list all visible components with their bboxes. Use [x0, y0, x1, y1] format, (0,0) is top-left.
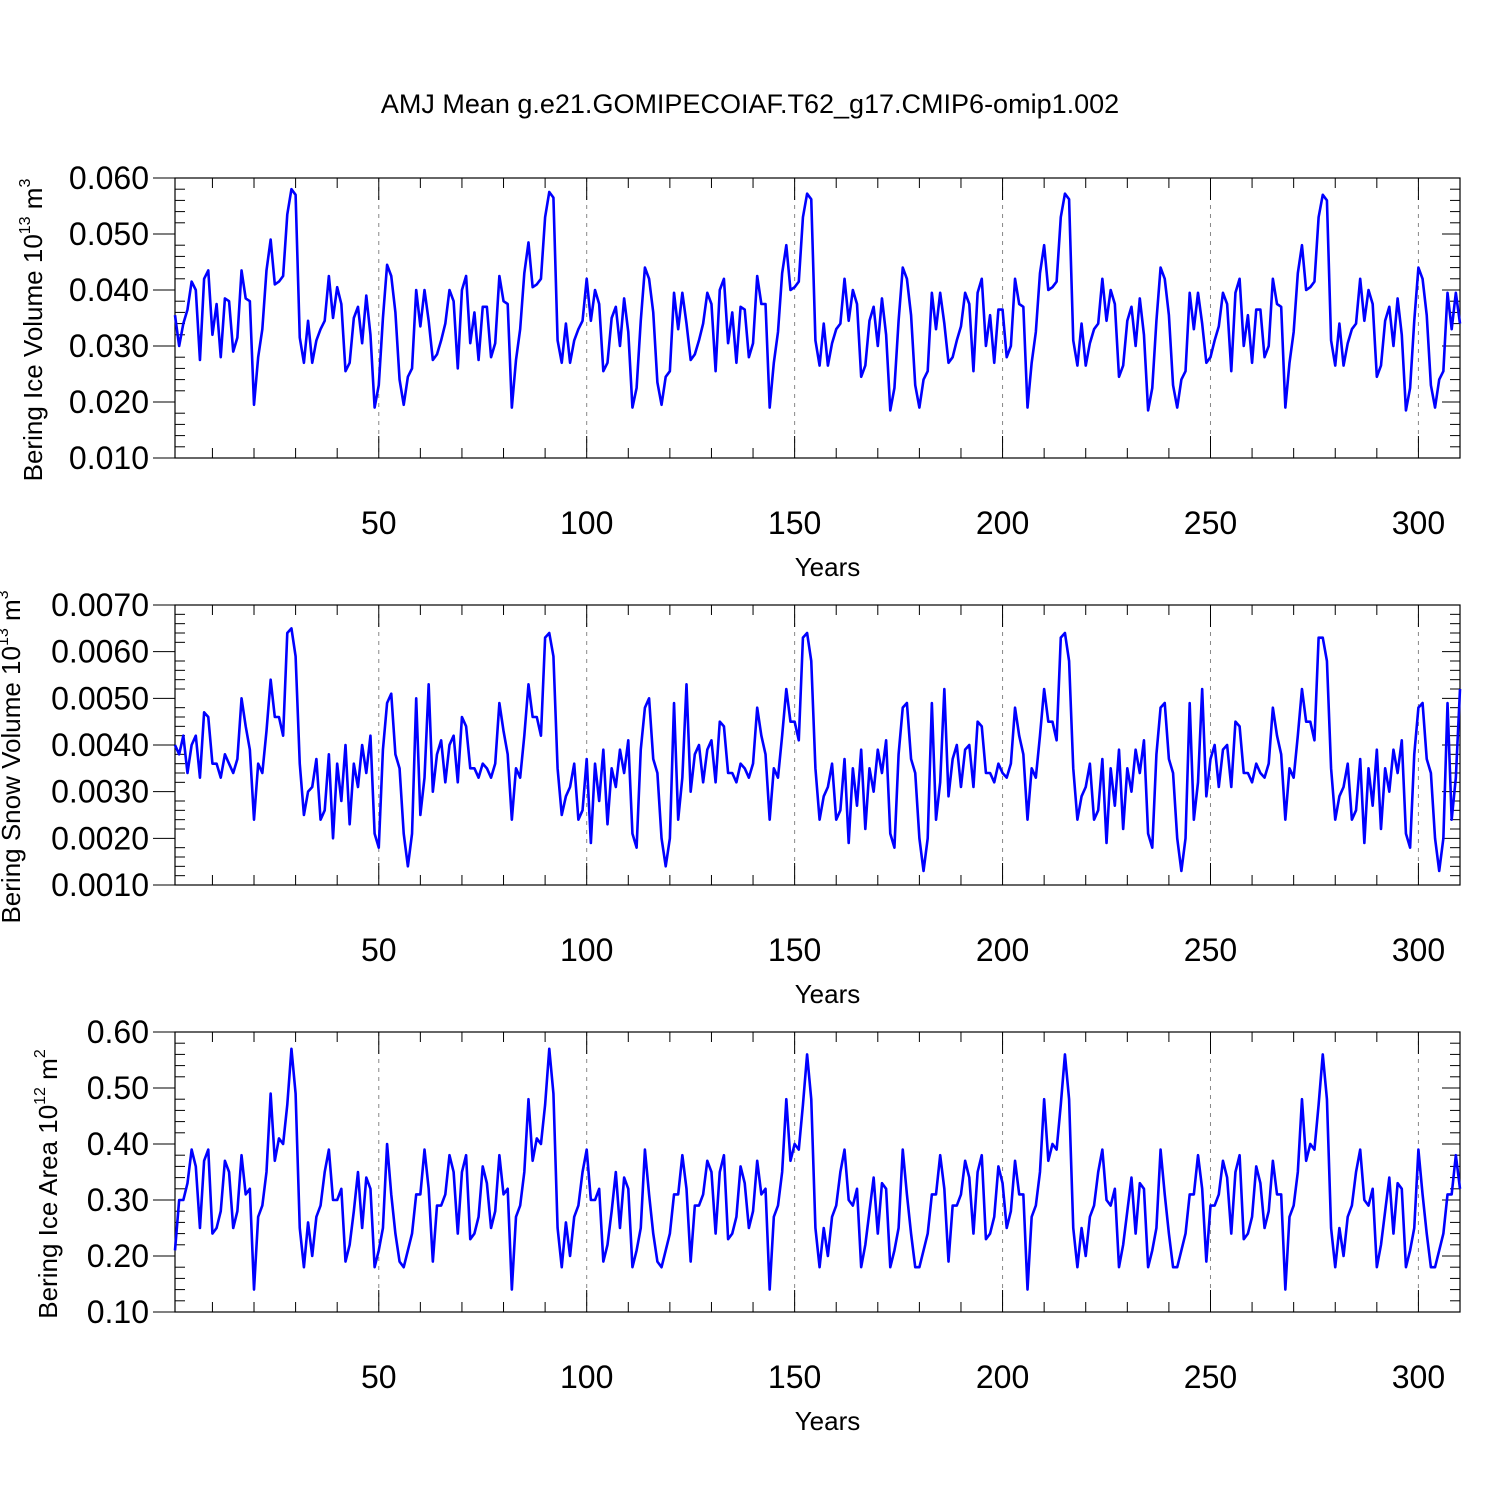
plot-frame	[174, 1031, 1461, 1313]
x-tick-label: 200	[976, 932, 1029, 968]
x-tick-label: 300	[1392, 505, 1445, 541]
x-tick-label: 50	[361, 505, 397, 541]
y-tick-label: 0.60	[87, 1014, 149, 1050]
series-line	[173, 627, 1462, 873]
y-tick-label: 0.0020	[51, 820, 149, 856]
panel-3: 50 100 150 200 250 300 Years 0.10 0.20 0.30 0.40 0.…	[32, 1014, 1462, 1436]
y-axis-label-text: Bering Snow Volume 10	[0, 646, 26, 924]
x-tick-label: 300	[1392, 1359, 1445, 1395]
series-line	[173, 187, 1462, 412]
y-axis-label-exponent: 12	[32, 1087, 49, 1105]
y-tick-label: 0.20	[87, 1238, 149, 1274]
y-axis-label: Bering Ice Area 1012 m2	[32, 1049, 63, 1319]
x-tick-label: 250	[1184, 505, 1237, 541]
y-tick-label: 0.0060	[51, 634, 149, 670]
y-tick-label: 0.040	[69, 272, 149, 308]
chart-title: AMJ Mean g.e21.GOMIPECOIAF.T62_g17.CMIP6…	[381, 89, 1119, 119]
y-axis-label-unit: m	[0, 599, 26, 628]
x-tick-label: 200	[976, 505, 1029, 541]
y-axis-label-unit-exponent: 3	[17, 179, 34, 188]
x-tick-label: 200	[976, 1359, 1029, 1395]
y-tick-label: 0.050	[69, 216, 149, 252]
y-tick-label: 0.0040	[51, 727, 149, 763]
y-tick-label: 0.060	[69, 160, 149, 196]
y-axis-label-unit: m	[18, 188, 48, 217]
x-tick-label: 100	[560, 932, 613, 968]
x-tick-label: 100	[560, 505, 613, 541]
x-tick-label: 250	[1184, 932, 1237, 968]
y-axis-label-unit-exponent: 2	[32, 1049, 49, 1058]
y-axis-label-text: Bering Ice Volume 10	[18, 234, 48, 481]
y-tick-label: 0.50	[87, 1070, 149, 1106]
x-tick-label: 300	[1392, 932, 1445, 968]
y-tick-label: 0.030	[69, 328, 149, 364]
y-axis-label: Bering Snow Volume 1013 m3	[0, 590, 26, 923]
y-tick-label: 0.10	[87, 1294, 149, 1330]
y-tick-label: 0.30	[87, 1182, 149, 1218]
plot-frame	[174, 604, 1461, 886]
y-axis-label-exponent: 13	[17, 216, 34, 234]
y-tick-label: 0.0030	[51, 774, 149, 810]
panel-2: 50 100 150 200 250 300 Years 0.0010 0.0020 0.0030…	[0, 587, 1462, 1009]
x-axis-label: Years	[795, 1406, 861, 1436]
y-axis-label-exponent: 13	[0, 628, 12, 646]
x-axis-label: Years	[795, 979, 861, 1009]
y-tick-label: 0.0010	[51, 867, 149, 903]
y-tick-label: 0.010	[69, 440, 149, 476]
x-tick-label: 100	[560, 1359, 613, 1395]
y-axis-label: Bering Ice Volume 1013 m3	[17, 179, 48, 482]
x-tick-label: 150	[768, 1359, 821, 1395]
y-tick-label: 0.0050	[51, 680, 149, 716]
x-tick-label: 150	[768, 932, 821, 968]
x-tick-label: 250	[1184, 1359, 1237, 1395]
x-tick-label: 150	[768, 505, 821, 541]
y-axis-label-unit-exponent: 3	[0, 590, 12, 599]
y-tick-label: 0.40	[87, 1126, 149, 1162]
y-tick-label: 0.020	[69, 384, 149, 420]
y-axis-label-text: Bering Ice Area 10	[33, 1105, 63, 1319]
series-line	[173, 1047, 1462, 1291]
panel-1: 50 100 150 200 250 300 Years 0.010 0.020 0.030 0.0…	[17, 160, 1462, 582]
y-axis-label-unit: m	[33, 1058, 63, 1087]
y-tick-label: 0.0070	[51, 587, 149, 623]
x-tick-label: 50	[361, 1359, 397, 1395]
x-tick-label: 50	[361, 932, 397, 968]
x-axis-label: Years	[795, 552, 861, 582]
